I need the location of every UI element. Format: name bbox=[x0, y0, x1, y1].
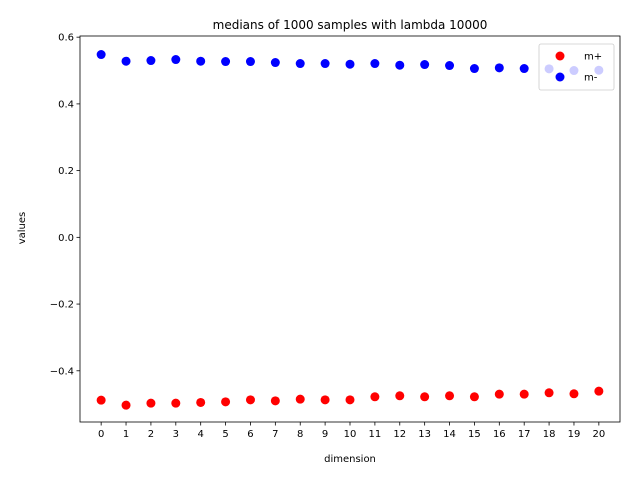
x-tick-label: 13 bbox=[418, 429, 431, 440]
data-point bbox=[121, 56, 131, 66]
legend-box bbox=[538, 43, 615, 91]
data-point bbox=[146, 56, 156, 66]
x-tick-label: 18 bbox=[543, 429, 556, 440]
data-point bbox=[519, 64, 529, 74]
x-tick-label: 5 bbox=[222, 429, 228, 440]
x-tick-label: 19 bbox=[568, 429, 581, 440]
data-point bbox=[221, 397, 231, 407]
x-tick-label: 8 bbox=[297, 429, 303, 440]
y-tick-label: −0.4 bbox=[50, 366, 74, 377]
data-point bbox=[494, 389, 504, 399]
x-tick-label: 11 bbox=[369, 429, 382, 440]
data-point bbox=[469, 64, 479, 74]
data-point bbox=[420, 60, 430, 70]
data-point bbox=[569, 389, 579, 399]
data-point bbox=[544, 388, 554, 398]
chart-title: medians of 1000 samples with lambda 1000… bbox=[213, 18, 488, 32]
data-point bbox=[171, 398, 181, 408]
x-tick-label: 0 bbox=[98, 429, 104, 440]
x-tick-label: 17 bbox=[518, 429, 531, 440]
legend-marker bbox=[555, 51, 565, 61]
x-tick-label: 16 bbox=[493, 429, 506, 440]
x-tick-label: 4 bbox=[198, 429, 204, 440]
legend-marker bbox=[555, 72, 565, 82]
data-point bbox=[370, 59, 380, 69]
data-point bbox=[345, 395, 355, 405]
data-point bbox=[469, 392, 479, 402]
data-point bbox=[245, 395, 255, 405]
data-point bbox=[420, 392, 430, 402]
data-point bbox=[146, 398, 156, 408]
x-tick-label: 7 bbox=[272, 429, 278, 440]
y-tick-label: −0.2 bbox=[50, 300, 74, 311]
legend-label: m+ bbox=[584, 52, 602, 63]
data-point bbox=[519, 389, 529, 399]
y-tick-label: 0.2 bbox=[58, 166, 74, 177]
y-axis-label: values bbox=[17, 212, 28, 245]
x-tick-label: 20 bbox=[592, 429, 605, 440]
data-point bbox=[370, 392, 380, 402]
x-tick-label: 2 bbox=[148, 429, 154, 440]
x-tick-label: 14 bbox=[443, 429, 456, 440]
data-point bbox=[445, 61, 455, 71]
x-tick-label: 10 bbox=[344, 429, 357, 440]
data-point bbox=[320, 59, 330, 69]
data-point bbox=[345, 59, 355, 69]
data-point bbox=[395, 391, 405, 401]
x-tick-label: 15 bbox=[468, 429, 481, 440]
x-tick-label: 12 bbox=[393, 429, 406, 440]
data-point bbox=[96, 50, 106, 60]
data-point bbox=[295, 59, 305, 69]
data-point bbox=[196, 56, 206, 66]
x-axis-label: dimension bbox=[324, 454, 376, 465]
x-tick-label: 6 bbox=[247, 429, 253, 440]
y-tick-label: 0.6 bbox=[58, 33, 74, 44]
data-point bbox=[395, 60, 405, 70]
legend: m+ m- bbox=[538, 43, 615, 91]
data-point bbox=[196, 397, 206, 407]
plot-area: 0 1 2 3 4 5 6 7 8 9 10 11 12 13 14 15 16 17 18 19 20−0.4−0.2… bbox=[50, 33, 621, 440]
data-point bbox=[494, 63, 504, 73]
data-point bbox=[121, 400, 131, 410]
x-tick-label: 1 bbox=[123, 429, 129, 440]
data-point bbox=[594, 386, 604, 396]
x-tick-label: 3 bbox=[173, 429, 179, 440]
data-point bbox=[171, 55, 181, 65]
legend-label: m- bbox=[584, 73, 598, 84]
series-m-plus bbox=[96, 386, 604, 410]
data-point bbox=[270, 396, 280, 406]
data-point bbox=[96, 395, 106, 405]
data-point bbox=[221, 57, 231, 67]
data-point bbox=[270, 58, 280, 68]
x-tick-label: 9 bbox=[322, 429, 328, 440]
y-tick-label: 0.4 bbox=[58, 99, 74, 110]
y-tick-label: 0.0 bbox=[58, 233, 74, 244]
data-point bbox=[245, 57, 255, 67]
data-point bbox=[445, 391, 455, 401]
data-point bbox=[320, 395, 330, 405]
data-point bbox=[295, 394, 305, 404]
